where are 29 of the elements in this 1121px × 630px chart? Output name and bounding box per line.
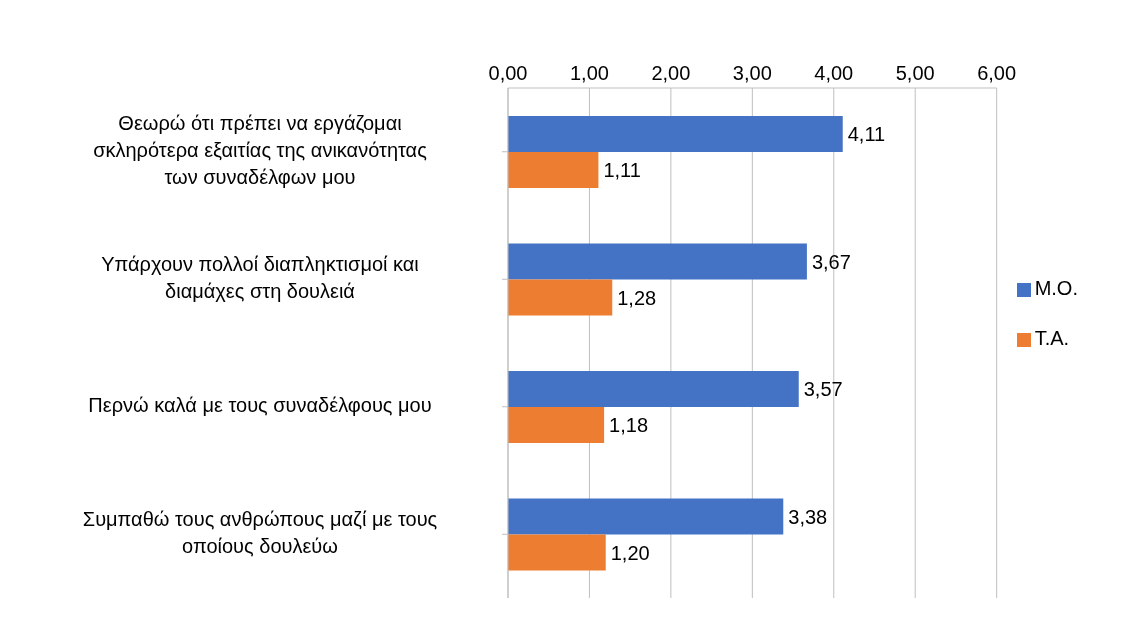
data-label: 4,11 <box>847 123 886 146</box>
x-tick-label: 4,00 <box>814 62 854 84</box>
y-tick-label: Περνώ καλά με τους συναδέλφους μου <box>88 394 432 417</box>
data-label: 3,67 <box>811 250 851 273</box>
y-tick-label: Συμπαθώ τους ανθρώπους μαζί με τους οποίους δουλεύω <box>82 508 438 558</box>
legend-label: Μ.Ο. <box>1034 277 1078 299</box>
data-label: 1,28 <box>617 286 657 309</box>
data-label: 3,57 <box>803 378 843 401</box>
data-label: 3,38 <box>788 505 828 528</box>
data-label: 1,11 <box>603 159 641 182</box>
y-tick-label: Υπάρχουν πολλοί διαπληκτισμοί και διαμάχες στη δουλειά <box>101 253 419 303</box>
bar <box>508 243 807 280</box>
x-tick-label: 3,00 <box>732 62 772 84</box>
bar <box>508 371 799 407</box>
data-label: 1,20 <box>610 541 650 564</box>
data-label: 1,18 <box>609 414 649 437</box>
y-tick-label: Θεωρώ ότι πρέπει να εργάζομαι σκληρότερα εξαιτίας της ανικανότητας των συναδέλφων μου <box>93 112 428 189</box>
legend-label: Τ.Α. <box>1034 327 1070 349</box>
x-tick-label: 2,00 <box>651 62 691 84</box>
bar <box>508 152 599 188</box>
x-tick-label: 5,00 <box>895 62 935 84</box>
bar <box>508 407 605 443</box>
bar <box>508 116 843 152</box>
x-tick-label: 6,00 <box>977 62 1017 84</box>
x-tick-label: 1,00 <box>569 62 609 84</box>
bar <box>508 534 606 571</box>
bar <box>508 498 784 535</box>
x-tick-label: 0,00 <box>488 62 528 84</box>
bar <box>508 279 613 316</box>
